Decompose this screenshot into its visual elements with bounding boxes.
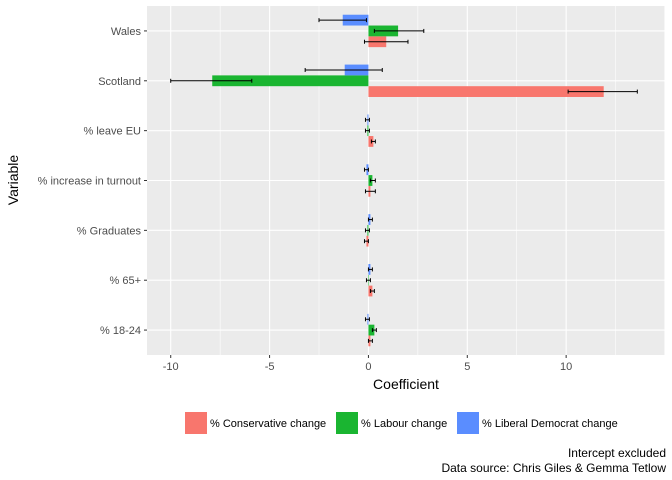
errorbar-scotland-liberal-democrat-change [304,67,383,72]
y-tick-label: Scotland [98,76,141,88]
bar-scotland-labour-change [212,75,369,87]
error-bars [170,18,638,343]
errorbar-65-conservative-change [369,289,375,294]
y-axis-title: Variable [5,155,21,206]
errorbar-increase-in-turnout-labour-change [369,178,376,183]
x-tick-label: -5 [265,361,275,373]
y-axis: Wales Scotland % leave EU % increase in tur… [38,26,147,337]
y-tick-label: Wales [111,26,142,38]
major-grid [147,6,666,355]
errorbar-increase-in-turnout-conservative-change [364,189,376,194]
errorbar-increase-in-turnout-liberal-democrat-change [363,167,369,172]
errorbar-graduates-liberal-democrat-change [367,217,373,222]
errorbar-graduates-labour-change [364,228,370,233]
errorbar-leave-eu-labour-change [364,128,370,133]
errorbar-65-liberal-democrat-change [367,267,373,272]
errorbar-65-labour-change [365,278,371,283]
legend: % Conservative change % Labour change % Li… [185,412,618,434]
x-axis: -10 -5 0 5 10 [163,355,572,373]
errorbar-wales-conservative-change [363,39,409,44]
bar-scotland-conservative-change [368,86,604,97]
errorbar-graduates-conservative-change [363,239,369,244]
errorbar-18-24-liberal-democrat-change [364,317,370,322]
errorbar-leave-eu-liberal-democrat-change [364,117,370,122]
x-tick-label: 5 [464,361,470,373]
errorbar-leave-eu-conservative-change [370,139,376,144]
caption-line-2: Data source: Chris Giles & Gemma Tetlow [441,461,666,475]
legend-label: % Labour change [361,418,447,430]
errorbar-wales-labour-change [373,28,425,33]
y-tick-label: % Graduates [77,225,142,237]
y-tick-label: % 65+ [110,275,142,287]
caption-line-1: Intercept excluded [568,446,666,460]
x-tick-label: 0 [365,361,371,373]
x-axis-title: Coefficient [373,376,439,392]
errorbar-18-24-labour-change [371,328,377,333]
legend-item-liberal-democrat-change: % Liberal Democrat change [457,412,618,434]
legend-key [185,412,207,434]
bar-18-24-labour-change [368,324,375,336]
y-tick-label: % increase in turnout [38,176,141,188]
errorbar-wales-liberal-democrat-change [318,18,367,23]
legend-label: % Conservative change [210,418,326,430]
x-tick-label: -10 [163,361,179,373]
legend-key [457,412,479,434]
y-tick-label: % leave EU [84,126,142,138]
errorbar-scotland-labour-change [170,78,253,83]
errorbar-18-24-conservative-change [367,338,373,343]
legend-label: % Liberal Democrat change [482,418,618,430]
errorbar-scotland-conservative-change [567,89,638,94]
legend-item-conservative-change: % Conservative change [185,412,326,434]
y-tick-label: % 18-24 [100,325,141,337]
x-tick-label: 10 [560,361,572,373]
legend-key [336,412,358,434]
legend-item-labour-change: % Labour change [336,412,447,434]
